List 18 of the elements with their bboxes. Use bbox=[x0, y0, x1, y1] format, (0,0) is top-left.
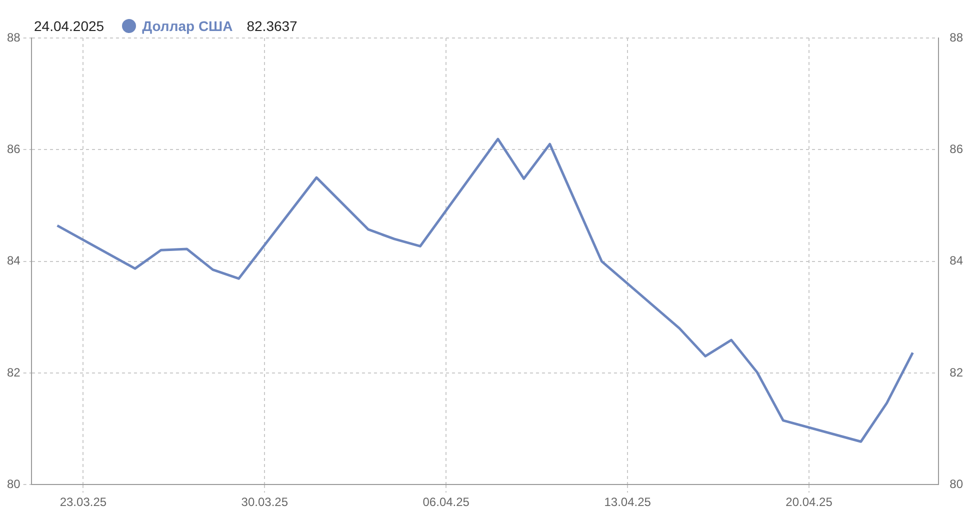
y2-tick-label: 86 bbox=[950, 142, 964, 156]
y2-tick-label: 84 bbox=[950, 254, 964, 268]
y2-tick-label: 88 bbox=[950, 30, 964, 44]
legend-label: Доллар США bbox=[142, 18, 233, 34]
x-tick-label: 30.03.25 bbox=[241, 495, 288, 510]
y-tick-label: 82 bbox=[6, 365, 21, 380]
x-tick-label: 23.03.25 bbox=[60, 495, 107, 510]
y-tick-label: 80 bbox=[6, 476, 21, 491]
y-tick-label: 88 bbox=[6, 30, 21, 44]
y-tick-label: 86 bbox=[6, 142, 21, 156]
text: 82.3637 bbox=[246, 18, 298, 34]
x-tick-label: 13.04.25 bbox=[604, 495, 652, 510]
x-tick-label: 06.04.25 bbox=[422, 495, 470, 510]
y2-tick-label: 80 bbox=[950, 476, 964, 491]
y-tick-label: 84 bbox=[6, 254, 21, 268]
x-tick-label: 20.04.25 bbox=[786, 495, 833, 510]
y2-tick-label: 82 bbox=[950, 365, 964, 380]
text: 24.04.2025 bbox=[34, 18, 104, 34]
